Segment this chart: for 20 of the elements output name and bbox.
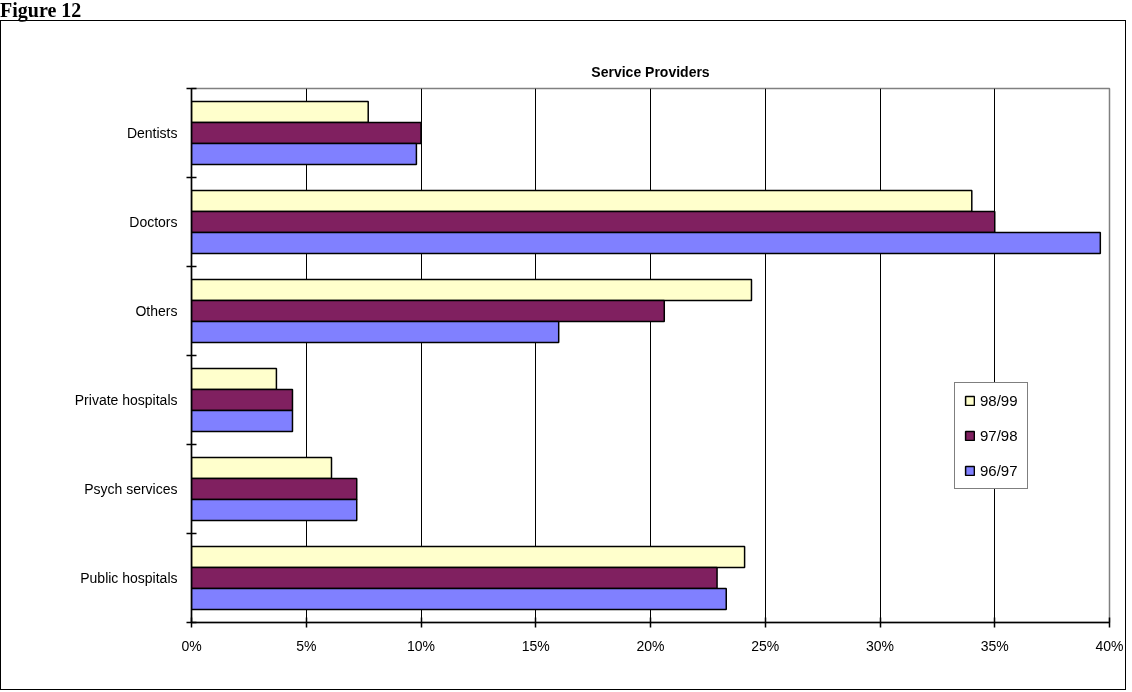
y-tick-label: Private hospitals (74, 392, 178, 408)
x-tick-label: 10% (406, 637, 436, 654)
x-tick-label: 20% (636, 637, 665, 654)
y-tick-label: Dentists (126, 125, 178, 141)
x-tick-label: 15% (521, 637, 550, 654)
x-tick-label: 30% (865, 637, 895, 654)
x-tick-label: 25% (751, 637, 780, 654)
y-tick-label: Public hospitals (80, 570, 178, 586)
legend-label: 96/97 (980, 462, 1018, 479)
y-tick-label: Others (135, 303, 178, 319)
chart-title: Service Providers (591, 63, 710, 80)
legend-label: 97/98 (980, 427, 1018, 444)
y-tick-label: Psych services (84, 481, 178, 497)
legend-label: 98/99 (980, 392, 1018, 409)
y-tick-label: Doctors (129, 214, 178, 230)
x-tick-label: 35% (980, 637, 1009, 654)
x-tick-label: 0% (181, 637, 202, 654)
x-tick-label: 40% (1095, 637, 1124, 654)
x-tick-label: 5% (296, 637, 317, 654)
caption: Figure 12 (0, 0, 82, 21)
